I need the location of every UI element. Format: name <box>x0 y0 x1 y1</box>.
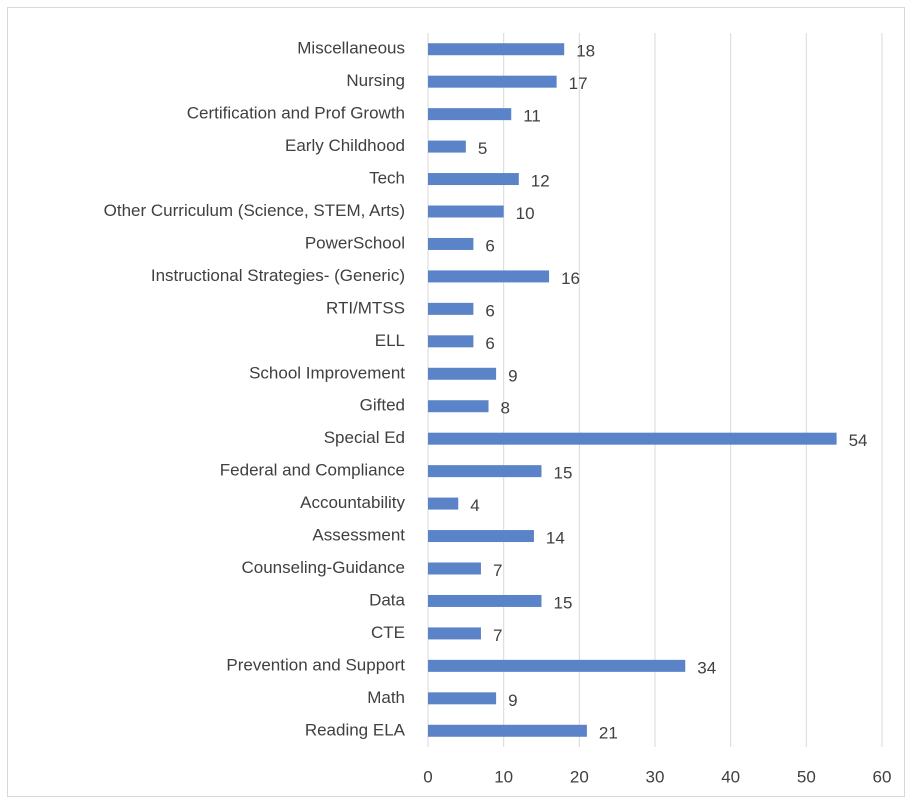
bar <box>428 497 459 510</box>
bar <box>428 594 542 607</box>
bar <box>428 75 557 88</box>
bar <box>428 173 519 186</box>
x-tick-label: 30 <box>646 767 665 786</box>
y-tick-label: Other Curriculum (Science, STEM, Arts) <box>104 201 405 220</box>
value-label: 17 <box>569 74 588 93</box>
y-tick-label: Miscellaneous <box>297 39 405 58</box>
value-label: 54 <box>849 431 868 450</box>
y-tick-label: Data <box>369 590 405 609</box>
y-tick-label: Reading ELA <box>305 720 406 739</box>
y-tick-label: Math <box>367 688 405 707</box>
y-tick-label: Instructional Strategies- (Generic) <box>151 266 405 285</box>
value-label: 8 <box>501 399 510 418</box>
value-label: 9 <box>508 366 517 385</box>
x-tick-label: 40 <box>721 767 740 786</box>
y-tick-label: Special Ed <box>324 428 405 447</box>
bar <box>428 530 534 543</box>
x-tick-label: 0 <box>423 767 432 786</box>
y-tick-label: Early Childhood <box>285 136 405 155</box>
y-tick-label: RTI/MTSS <box>326 298 405 317</box>
y-tick-label: School Improvement <box>249 363 405 382</box>
value-label: 12 <box>531 172 550 191</box>
y-tick-label: Gifted <box>360 396 405 415</box>
bar <box>428 465 542 478</box>
bar <box>428 367 497 380</box>
bar <box>428 335 474 348</box>
value-label: 5 <box>478 139 487 158</box>
value-label: 7 <box>493 626 502 645</box>
x-tick-label: 50 <box>797 767 816 786</box>
value-label: 18 <box>576 42 595 61</box>
bar <box>428 43 565 56</box>
y-tick-label: Tech <box>369 169 405 188</box>
value-label: 6 <box>485 301 494 320</box>
y-tick-label: ELL <box>375 331 405 350</box>
value-label: 14 <box>546 529 565 548</box>
bar <box>428 140 466 153</box>
bar <box>428 108 512 121</box>
value-label: 6 <box>485 334 494 353</box>
y-tick-label: PowerSchool <box>305 233 405 252</box>
value-label: 6 <box>485 236 494 255</box>
value-label: 9 <box>508 691 517 710</box>
bar <box>428 692 497 705</box>
bar <box>428 205 504 218</box>
x-tick-label: 20 <box>570 767 589 786</box>
value-label: 15 <box>554 593 573 612</box>
bar <box>428 659 686 672</box>
y-tick-label: Nursing <box>346 71 405 90</box>
value-label: 11 <box>523 107 541 126</box>
value-label: 15 <box>554 464 573 483</box>
bar <box>428 400 489 413</box>
y-tick-label: Certification and Prof Growth <box>187 104 405 123</box>
y-tick-label: Assessment <box>312 526 405 545</box>
value-label: 34 <box>697 658 716 677</box>
x-tick-label: 60 <box>873 767 892 786</box>
value-label: 16 <box>561 269 580 288</box>
value-label: 21 <box>599 723 618 742</box>
y-tick-label: Accountability <box>300 493 405 512</box>
value-label: 10 <box>516 204 535 223</box>
value-label: 7 <box>493 561 502 580</box>
bar <box>428 562 481 575</box>
y-tick-label: Federal and Compliance <box>220 461 405 480</box>
bar <box>428 270 550 283</box>
y-tick-label: CTE <box>371 623 405 642</box>
y-tick-label: Counseling-Guidance <box>242 558 406 577</box>
y-tick-label: Prevention and Support <box>226 655 405 674</box>
value-label: 4 <box>470 496 479 515</box>
bar <box>428 302 474 315</box>
bar <box>428 724 587 737</box>
bar <box>428 237 474 250</box>
x-tick-label: 10 <box>494 767 513 786</box>
bar <box>428 627 481 640</box>
bar <box>428 432 837 445</box>
